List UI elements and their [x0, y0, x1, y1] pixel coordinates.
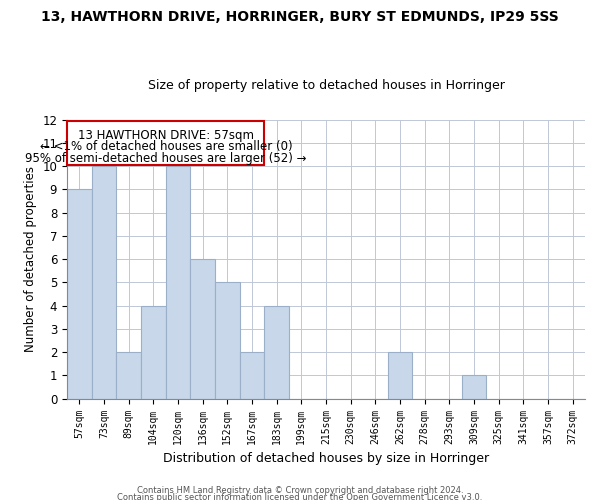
Bar — [190, 259, 215, 398]
Bar — [265, 306, 289, 398]
Bar — [141, 306, 166, 398]
Bar — [388, 352, 412, 399]
Title: Size of property relative to detached houses in Horringer: Size of property relative to detached ho… — [148, 79, 505, 92]
Bar — [67, 190, 92, 398]
FancyBboxPatch shape — [67, 120, 265, 165]
Text: ← <1% of detached houses are smaller (0): ← <1% of detached houses are smaller (0) — [40, 140, 292, 153]
Bar — [92, 166, 116, 398]
Text: 13, HAWTHORN DRIVE, HORRINGER, BURY ST EDMUNDS, IP29 5SS: 13, HAWTHORN DRIVE, HORRINGER, BURY ST E… — [41, 10, 559, 24]
Bar — [166, 166, 190, 398]
Text: Contains HM Land Registry data © Crown copyright and database right 2024.: Contains HM Land Registry data © Crown c… — [137, 486, 463, 495]
Bar — [215, 282, 239, 399]
Text: 13 HAWTHORN DRIVE: 57sqm: 13 HAWTHORN DRIVE: 57sqm — [78, 129, 254, 142]
Y-axis label: Number of detached properties: Number of detached properties — [23, 166, 37, 352]
X-axis label: Distribution of detached houses by size in Horringer: Distribution of detached houses by size … — [163, 452, 489, 465]
Text: Contains public sector information licensed under the Open Government Licence v3: Contains public sector information licen… — [118, 494, 482, 500]
Text: 95% of semi-detached houses are larger (52) →: 95% of semi-detached houses are larger (… — [25, 152, 307, 165]
Bar — [239, 352, 265, 399]
Bar — [116, 352, 141, 399]
Bar — [461, 376, 487, 398]
